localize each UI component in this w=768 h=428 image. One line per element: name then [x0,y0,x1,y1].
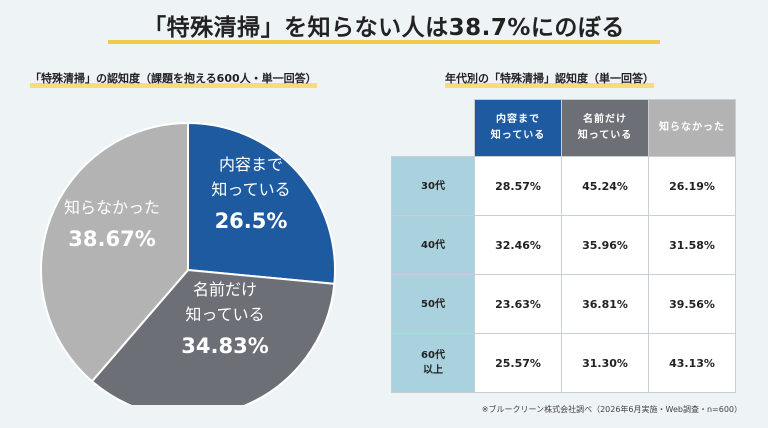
col-header-text: 知っている [490,130,546,141]
table-col-header: 知らなかった [648,99,736,157]
title-underline [108,40,660,44]
table-row: 50代 23.63% 36.81% 39.56% [391,274,736,334]
pie-slice-name: 知っている [211,180,290,199]
age-group-text: 60代 [421,350,445,361]
source-footnote: ※ブルークリーン株式会社調べ（2026年6月実施・Web調査・n=600） [481,405,742,414]
age-group-label: 50代 [391,274,475,334]
table-cell: 32.46% [474,215,562,275]
age-group-label: 30代 [391,156,475,216]
page-title: 「特殊清掃」を知らない人は38.7%にのぼる [143,15,625,41]
table-cell: 28.57% [474,156,562,216]
table-cell: 31.30% [561,333,649,393]
age-awareness-table: 内容まで知っている 名前だけ知っている 知らなかった 30代 28.57% 45.2… [391,99,736,393]
pie-slice-name: 名前だけ [193,280,257,299]
age-group-text: 以上 [423,365,443,376]
table-subtitle-text: 年代別の「特殊清掃」認知度（単一回答） [445,72,654,85]
table-row: 60代 以上 25.57% 31.30% 43.13% [391,333,736,393]
pie-slice [90,268,336,405]
table-cell: 26.19% [648,156,736,216]
table-cell: 45.24% [561,156,649,216]
pie-slice-value: 26.5% [215,209,288,233]
table-col-header: 名前だけ 知っている [561,99,649,157]
pie-slice [187,121,336,285]
col-header-text: 知らなかった [659,122,725,133]
pie-slice-value: 38.67% [68,227,155,251]
table-corner [392,100,475,157]
table-row: 30代 28.57% 45.24% 26.19% [391,156,736,216]
pie-slice [40,121,189,383]
table-header-row: 内容まで知っている 名前だけ知っている 知らなかった [392,99,736,157]
pie-subtitle: 「特殊清掃」の認知度（課題を抱える600人・単一回答） [30,70,317,88]
table-row: 40代 32.46% 35.96% 31.58% [391,215,736,275]
pie-subtitle-text: 「特殊清掃」の認知度（課題を抱える600人・単一回答） [30,72,317,85]
age-group-label: 60代以上 [391,333,475,393]
table-cell: 31.58% [648,215,736,275]
age-group-text: 40代 [421,239,445,251]
pie-slice-name: 知らなかった [64,198,160,217]
age-group-label: 40代 [391,215,475,275]
pie-slice-value: 34.83% [181,334,268,358]
age-group-text: 50代 [421,298,445,310]
awareness-pie-chart: 内容まで知っている26.5%名前だけ知っている34.83%知らなかった38.67… [40,121,336,405]
col-header-text: 名前だけ [583,114,627,125]
col-header-text: 内容まで [496,114,540,125]
table-subtitle: 年代別の「特殊清掃」認知度（単一回答） [445,70,654,88]
pie-slice-name: 内容まで [219,155,283,174]
table-cell: 23.63% [474,274,562,334]
age-group-text: 30代 [421,180,445,192]
table-cell: 39.56% [648,274,736,334]
pie-slice-name: 知っている [185,305,264,324]
table-cell: 36.81% [561,274,649,334]
table-cell: 35.96% [561,215,649,275]
table-cell: 43.13% [648,333,736,393]
pie-slice-label: 知らなかった 38.67% [64,198,160,251]
table-col-header: 内容まで 知っている [474,99,562,157]
col-header-text: 知っている [577,130,633,141]
table-cell: 25.57% [474,333,562,393]
